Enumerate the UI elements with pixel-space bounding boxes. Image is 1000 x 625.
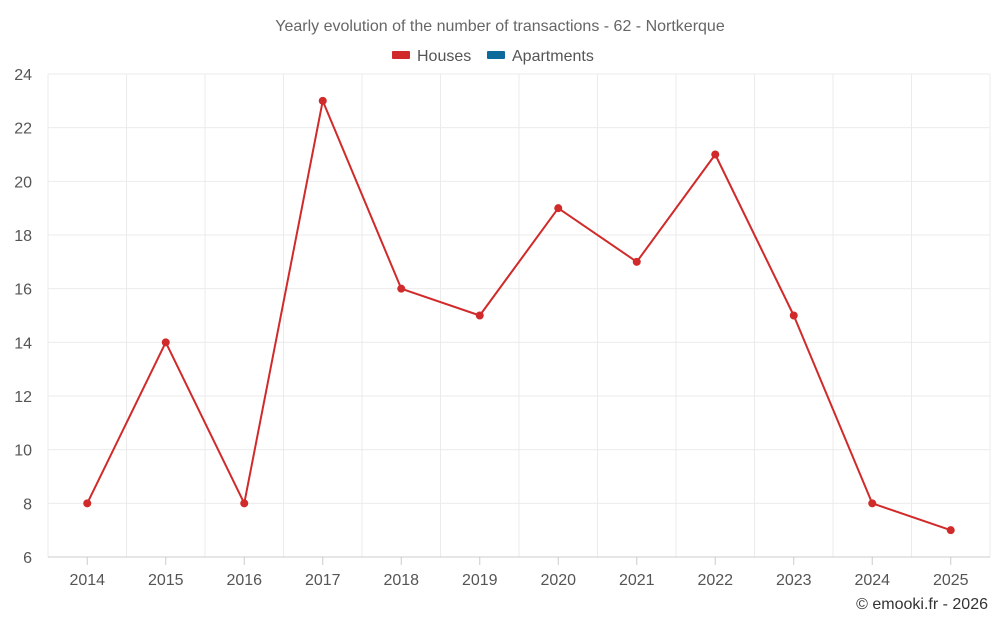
x-tick-label: 2018	[383, 572, 419, 589]
data-point-houses[interactable]	[318, 96, 327, 105]
y-tick-label: 20	[14, 174, 32, 191]
y-tick-label: 16	[14, 282, 32, 299]
y-tick-label: 12	[14, 389, 32, 406]
x-tick-label: 2021	[619, 572, 655, 589]
grid	[47, 73, 991, 557]
credit-text: © emooki.fr - 2026	[856, 596, 988, 613]
legend-swatch-houses	[392, 51, 410, 59]
data-point-houses[interactable]	[554, 204, 563, 213]
data-point-houses[interactable]	[83, 499, 92, 508]
x-tick-label: 2015	[148, 572, 184, 589]
x-tick-label: 2020	[540, 572, 576, 589]
x-tick-label: 2014	[69, 572, 105, 589]
legend-item-apartments[interactable]: Apartments	[487, 48, 594, 65]
x-tick-label: 2017	[305, 572, 341, 589]
x-tick-label: 2022	[697, 572, 733, 589]
x-tick-label: 2024	[854, 572, 890, 589]
data-point-houses[interactable]	[397, 284, 406, 293]
legend-item-houses[interactable]: Houses	[392, 48, 471, 65]
chart-title: Yearly evolution of the number of transa…	[275, 18, 725, 35]
y-tick-label: 14	[14, 335, 32, 352]
x-tick-label: 2019	[462, 572, 498, 589]
x-tick-label: 2023	[776, 572, 812, 589]
data-point-houses[interactable]	[789, 311, 798, 320]
y-tick-label: 22	[14, 121, 32, 138]
y-tick-label: 24	[14, 67, 32, 84]
data-point-houses[interactable]	[946, 526, 955, 535]
data-point-houses[interactable]	[711, 150, 720, 159]
legend-label-apartments: Apartments	[512, 48, 594, 65]
data-point-houses[interactable]	[475, 311, 484, 320]
data-point-houses[interactable]	[868, 499, 877, 508]
y-tick-label: 6	[23, 550, 32, 567]
legend[interactable]: Houses Apartments	[392, 48, 594, 65]
y-tick-label: 10	[14, 443, 32, 460]
x-tick-label: 2016	[226, 572, 262, 589]
plot-area	[83, 96, 955, 535]
x-tick-label: 2025	[933, 572, 969, 589]
legend-swatch-apartments	[487, 51, 505, 59]
y-tick-label: 8	[23, 496, 32, 513]
legend-label-houses: Houses	[417, 48, 471, 65]
data-point-houses[interactable]	[632, 257, 641, 266]
series-line-houses	[86, 99, 952, 532]
data-point-houses[interactable]	[161, 338, 170, 347]
y-tick-label: 18	[14, 228, 32, 245]
data-point-houses[interactable]	[240, 499, 249, 508]
